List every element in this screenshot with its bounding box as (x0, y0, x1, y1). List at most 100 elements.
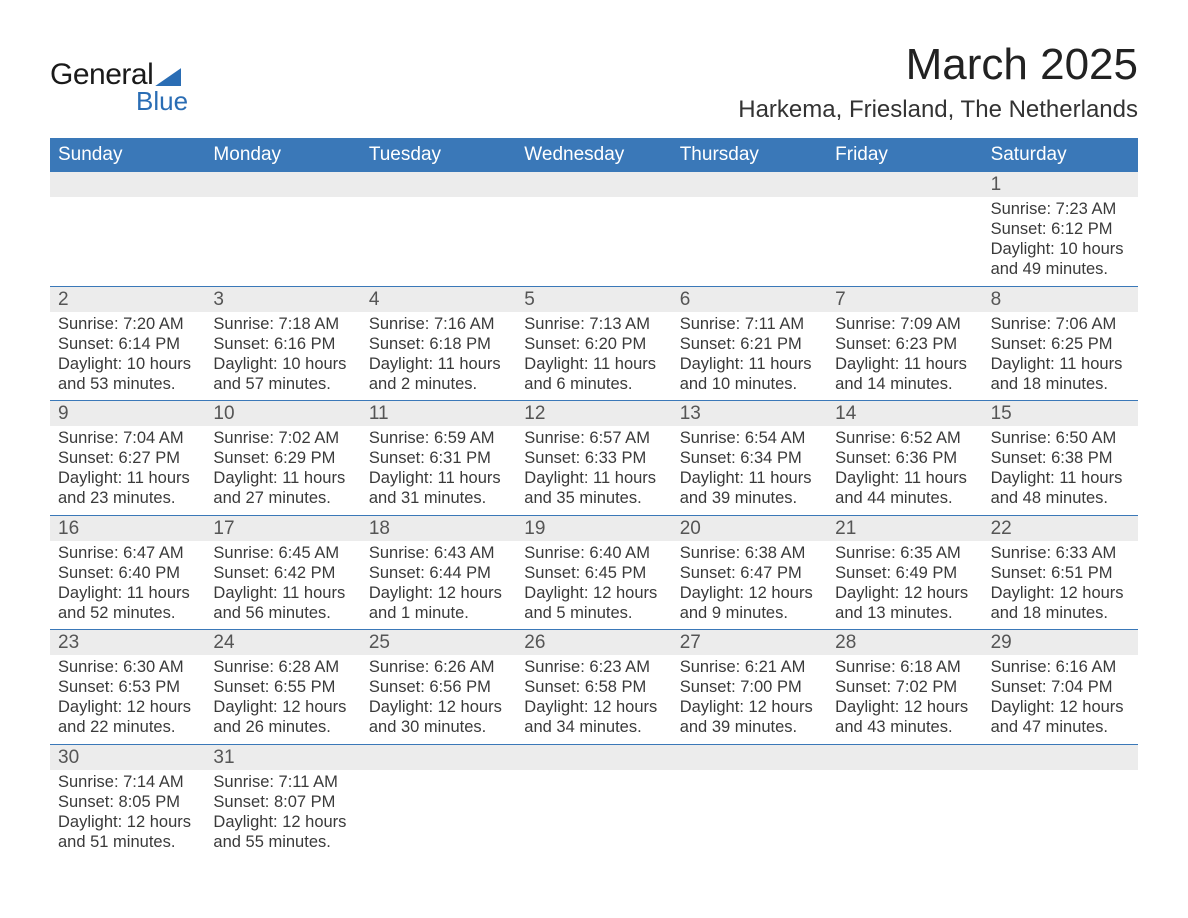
day-number: 3 (205, 287, 360, 312)
daylight-line: Daylight: 12 hours and 1 minute. (369, 583, 508, 623)
day-cell (672, 197, 827, 286)
day-cell: Sunrise: 7:11 AMSunset: 8:07 PMDaylight:… (205, 770, 360, 859)
daylight-line: Daylight: 11 hours and 14 minutes. (835, 354, 974, 394)
sunrise-line: Sunrise: 6:23 AM (524, 657, 663, 677)
week-row: Sunrise: 7:20 AMSunset: 6:14 PM Daylight:… (50, 312, 1138, 401)
daylight-line: Daylight: 12 hours and 13 minutes. (835, 583, 974, 623)
day-number: 25 (361, 630, 516, 655)
sunrise-line: Sunrise: 6:33 AM (991, 543, 1130, 563)
day-number: 9 (50, 401, 205, 426)
sunrise-line: Sunrise: 7:13 AM (524, 314, 663, 334)
daylight-line: Daylight: 11 hours and 56 minutes. (213, 583, 352, 623)
daylight-line: Daylight: 11 hours and 35 minutes. (524, 468, 663, 508)
day-cell: Sunrise: 7:09 AMSunset: 6:23 PMDaylight:… (827, 312, 982, 401)
daylight-line: Daylight: 11 hours and 44 minutes. (835, 468, 974, 508)
day-cell (516, 770, 671, 859)
sunset-line: Sunset: 6:25 PM (991, 334, 1130, 354)
week-row: Sunrise: 7:04 AMSunset: 6:27 PMDaylight:… (50, 426, 1138, 515)
sunset-line: Sunset: 6:27 PM (58, 448, 197, 468)
day-cell (361, 197, 516, 286)
day-number: 18 (361, 516, 516, 541)
day-cell: Sunrise: 6:43 AMSunset: 6:44 PMDaylight:… (361, 541, 516, 630)
daylight-line: Daylight: 11 hours and 10 minutes. (680, 354, 819, 394)
day-cell: Sunrise: 6:18 AMSunset: 7:02 PMDaylight:… (827, 655, 982, 744)
daylight-line: Daylight: 12 hours and 26 minutes. (213, 697, 352, 737)
weekday-header: Wednesday (516, 138, 671, 172)
sunset-line: Sunset: 6:18 PM (369, 334, 508, 354)
sunset-line: Sunset: 6:33 PM (524, 448, 663, 468)
day-cell: Sunrise: 7:11 AMSunset: 6:21 PMDaylight:… (672, 312, 827, 401)
day-number (205, 172, 360, 197)
day-number: 5 (516, 287, 671, 312)
day-cell: Sunrise: 7:13 AMSunset: 6:20 PMDaylight:… (516, 312, 671, 401)
day-number: 14 (827, 401, 982, 426)
daynum-row: 1 (50, 172, 1138, 197)
day-cell: Sunrise: 6:30 AMSunset: 6:53 PMDaylight:… (50, 655, 205, 744)
day-cell: Sunrise: 6:52 AMSunset: 6:36 PMDaylight:… (827, 426, 982, 515)
day-number: 31 (205, 745, 360, 770)
day-cell: Sunrise: 6:33 AMSunset: 6:51 PMDaylight:… (983, 541, 1138, 630)
daylight-line: Daylight: 11 hours and 52 minutes. (58, 583, 197, 623)
day-number: 15 (983, 401, 1138, 426)
weekday-header-row: SundayMondayTuesdayWednesdayThursdayFrid… (50, 138, 1138, 172)
sunrise-line: Sunrise: 6:28 AM (213, 657, 352, 677)
sunrise-line: Sunrise: 6:16 AM (991, 657, 1130, 677)
daylight-line: Daylight: 12 hours and 22 minutes. (58, 697, 197, 737)
sunrise-line: Sunrise: 7:23 AM (991, 199, 1130, 219)
sunrise-line: Sunrise: 7:02 AM (213, 428, 352, 448)
day-cell: Sunrise: 6:21 AMSunset: 7:00 PMDaylight:… (672, 655, 827, 744)
day-number: 27 (672, 630, 827, 655)
sunset-line: Sunset: 6:42 PM (213, 563, 352, 583)
sunrise-line: Sunrise: 7:11 AM (680, 314, 819, 334)
day-number: 10 (205, 401, 360, 426)
sunrise-line: Sunrise: 6:18 AM (835, 657, 974, 677)
day-cell: Sunrise: 6:23 AMSunset: 6:58 PMDaylight:… (516, 655, 671, 744)
sunrise-line: Sunrise: 6:59 AM (369, 428, 508, 448)
sunrise-line: Sunrise: 7:20 AM (58, 314, 197, 334)
daylight-line: Daylight: 10 hours and 49 minutes. (991, 239, 1130, 279)
day-number: 8 (983, 287, 1138, 312)
day-number: 1 (983, 172, 1138, 197)
week-row: Sunrise: 6:30 AMSunset: 6:53 PMDaylight:… (50, 655, 1138, 744)
daynum-row: 2345678 (50, 286, 1138, 312)
day-number (516, 172, 671, 197)
sunrise-line: Sunrise: 6:26 AM (369, 657, 508, 677)
sunrise-line: Sunrise: 6:50 AM (991, 428, 1130, 448)
sunset-line: Sunset: 8:05 PM (58, 792, 197, 812)
day-cell: Sunrise: 6:40 AMSunset: 6:45 PMDaylight:… (516, 541, 671, 630)
daylight-line: Daylight: 12 hours and 51 minutes. (58, 812, 197, 852)
calendar: SundayMondayTuesdayWednesdayThursdayFrid… (50, 138, 1138, 858)
daylight-line: Daylight: 12 hours and 30 minutes. (369, 697, 508, 737)
day-cell: Sunrise: 6:54 AMSunset: 6:34 PMDaylight:… (672, 426, 827, 515)
day-cell: Sunrise: 7:20 AMSunset: 6:14 PMDaylight:… (50, 312, 205, 401)
daylight-line: Daylight: 11 hours and 18 minutes. (991, 354, 1130, 394)
sunset-line: Sunset: 7:00 PM (680, 677, 819, 697)
day-number: 21 (827, 516, 982, 541)
daylight-line: Daylight: 11 hours and 39 minutes. (680, 468, 819, 508)
daylight-line: Daylight: 10 hours and 57 minutes. (213, 354, 352, 394)
sunrise-line: Sunrise: 7:14 AM (58, 772, 197, 792)
sunset-line: Sunset: 6:31 PM (369, 448, 508, 468)
sunrise-line: Sunrise: 6:47 AM (58, 543, 197, 563)
daylight-line: Daylight: 12 hours and 39 minutes. (680, 697, 819, 737)
header: General Blue March 2025 Harkema, Friesla… (50, 40, 1138, 124)
daynum-row: 3031 (50, 744, 1138, 770)
day-cell: Sunrise: 6:50 AMSunset: 6:38 PMDaylight:… (983, 426, 1138, 515)
day-cell (672, 770, 827, 859)
weekday-header: Friday (827, 138, 982, 172)
day-cell: Sunrise: 6:16 AMSunset: 7:04 PMDaylight:… (983, 655, 1138, 744)
daylight-line: Daylight: 12 hours and 5 minutes. (524, 583, 663, 623)
day-number: 23 (50, 630, 205, 655)
day-cell: Sunrise: 6:26 AMSunset: 6:56 PMDaylight:… (361, 655, 516, 744)
sunrise-line: Sunrise: 6:43 AM (369, 543, 508, 563)
sunset-line: Sunset: 6:14 PM (58, 334, 197, 354)
day-cell: Sunrise: 6:38 AMSunset: 6:47 PMDaylight:… (672, 541, 827, 630)
day-number: 20 (672, 516, 827, 541)
week-row: Sunrise: 7:23 AMSunset: 6:12 PMDaylight:… (50, 197, 1138, 286)
day-number (516, 745, 671, 770)
day-cell: Sunrise: 7:06 AMSunset: 6:25 PMDaylight:… (983, 312, 1138, 401)
sunrise-line: Sunrise: 6:40 AM (524, 543, 663, 563)
day-cell: Sunrise: 7:23 AMSunset: 6:12 PMDaylight:… (983, 197, 1138, 286)
daynum-row: 16171819202122 (50, 515, 1138, 541)
sunset-line: Sunset: 6:21 PM (680, 334, 819, 354)
